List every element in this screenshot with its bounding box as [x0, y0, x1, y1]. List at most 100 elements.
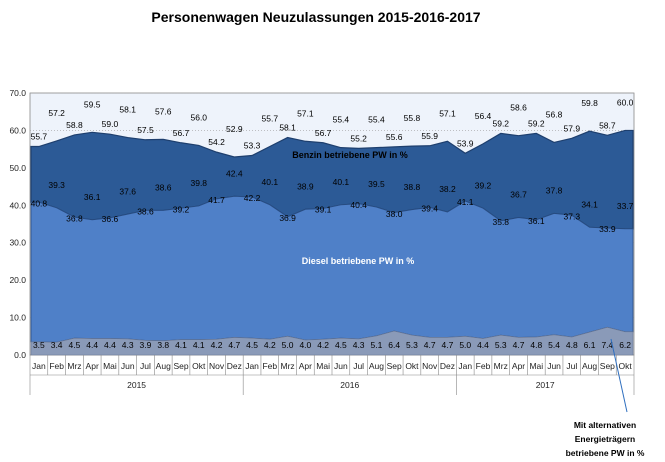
- y-tick-label: 10.0: [9, 313, 26, 323]
- x-tick-label: Feb: [476, 361, 491, 371]
- y-tick-label: 0.0: [14, 350, 26, 360]
- data-labels: 55.757.258.859.559.058.157.557.656.756.0…: [31, 97, 634, 350]
- data-label-diesel: 38.9: [297, 181, 314, 191]
- data-label-alternativ: 4.2: [264, 340, 276, 350]
- data-label-alternativ: 4.4: [86, 340, 98, 350]
- data-label-diesel: 36.6: [102, 214, 119, 224]
- x-tick-label: Jun: [334, 361, 348, 371]
- data-label-diesel: 33.9: [599, 224, 616, 234]
- data-label-benzin: 55.2: [350, 133, 367, 143]
- x-tick-label: Jul: [566, 361, 577, 371]
- data-label-benzin: 55.4: [333, 115, 350, 125]
- data-label-diesel: 39.1: [315, 205, 332, 215]
- data-label-alternativ: 4.7: [442, 340, 454, 350]
- data-label-benzin: 57.6: [155, 106, 172, 116]
- x-tick-label: Okt: [619, 361, 633, 371]
- data-label-benzin: 53.3: [244, 141, 261, 151]
- data-label-alternativ: 4.5: [335, 340, 347, 350]
- data-label-benzin: 56.8: [546, 109, 563, 119]
- data-label-alternativ: 3.9: [140, 340, 152, 350]
- data-label-benzin: 55.6: [386, 132, 403, 142]
- data-label-diesel: 37.3: [564, 211, 581, 221]
- x-tick-label: Nov: [209, 361, 225, 371]
- data-label-alternativ: 4.2: [317, 340, 329, 350]
- x-tick-label: Jul: [353, 361, 364, 371]
- y-tick-label: 70.0: [9, 88, 26, 98]
- x-tick-label: Jun: [121, 361, 135, 371]
- x-tick-label: Sep: [600, 361, 615, 371]
- data-label-diesel: 38.2: [439, 184, 456, 194]
- x-tick-label: Aug: [369, 361, 384, 371]
- data-label-diesel: 37.8: [546, 186, 563, 196]
- data-label-alternativ: 3.4: [51, 340, 63, 350]
- data-label-benzin: 57.9: [564, 123, 581, 133]
- data-label-diesel: 38.8: [404, 182, 421, 192]
- data-label-benzin: 59.8: [581, 98, 598, 108]
- data-label-diesel: 39.3: [48, 180, 65, 190]
- data-label-alternativ: 3.8: [157, 340, 169, 350]
- x-tick-label: Jan: [245, 361, 259, 371]
- data-label-benzin: 55.7: [262, 114, 279, 124]
- x-tick-label: Mai: [316, 361, 330, 371]
- data-label-diesel: 40.4: [350, 200, 367, 210]
- data-label-diesel: 33.7: [617, 201, 634, 211]
- data-label-benzin: 59.0: [102, 119, 119, 129]
- x-tick-label: Jan: [458, 361, 472, 371]
- data-label-diesel: 39.4: [421, 204, 438, 214]
- year-label: 2017: [536, 380, 555, 390]
- data-label-benzin: 57.2: [48, 108, 65, 118]
- x-tick-label: Okt: [192, 361, 206, 371]
- data-label-benzin: 57.1: [297, 108, 314, 118]
- data-label-alternativ: 4.4: [104, 340, 116, 350]
- data-label-benzin: 54.2: [208, 137, 225, 147]
- data-label-benzin: 58.7: [599, 120, 616, 130]
- data-label-alternativ: 5.0: [282, 340, 294, 350]
- data-label-diesel: 39.8: [190, 178, 207, 188]
- data-label-alternativ: 4.1: [193, 340, 205, 350]
- data-label-diesel: 42.4: [226, 168, 243, 178]
- x-tick-label: Jan: [32, 361, 46, 371]
- series-label-benzin: Benzin betriebene PW in %: [292, 150, 408, 160]
- data-label-alternativ: 5.1: [370, 340, 382, 350]
- annotation-alt-line2: Energieträgern: [575, 434, 635, 444]
- year-label: 2015: [127, 380, 146, 390]
- data-label-alternativ: 4.4: [477, 340, 489, 350]
- data-label-diesel: 36.8: [66, 213, 83, 223]
- year-label: 2016: [340, 380, 359, 390]
- data-label-diesel: 39.2: [173, 204, 190, 214]
- data-label-diesel: 35.8: [492, 217, 509, 227]
- data-label-alternativ: 6.4: [388, 340, 400, 350]
- annotation-leader-line: [610, 338, 628, 413]
- x-tick-label: Sep: [387, 361, 402, 371]
- y-tick-label: 30.0: [9, 238, 26, 248]
- data-label-diesel: 42.2: [244, 193, 261, 203]
- x-tick-label: Jun: [547, 361, 561, 371]
- data-label-benzin: 52.9: [226, 124, 243, 134]
- data-label-alternativ: 5.4: [548, 340, 560, 350]
- data-label-benzin: 58.1: [119, 105, 136, 115]
- x-tick-label: Mrz: [494, 361, 508, 371]
- data-label-benzin: 58.1: [279, 123, 296, 133]
- data-label-alternativ: 4.0: [299, 340, 311, 350]
- data-label-benzin: 53.9: [457, 138, 474, 148]
- x-tick-label: Dez: [227, 361, 242, 371]
- data-label-benzin: 57.1: [439, 108, 456, 118]
- data-label-benzin: 55.9: [421, 131, 438, 141]
- y-axis: 0.0 10.0 20.0 30.0 40.0 50.0 60.0 70.0: [9, 88, 26, 360]
- data-label-diesel: 40.8: [31, 198, 48, 208]
- x-tick-label: Aug: [582, 361, 597, 371]
- data-label-alternativ: 4.3: [353, 340, 365, 350]
- data-label-benzin: 56.7: [315, 128, 332, 138]
- data-label-diesel: 36.1: [528, 216, 545, 226]
- data-label-alternativ: 4.1: [175, 340, 187, 350]
- data-label-alternativ: 6.1: [584, 340, 596, 350]
- data-label-benzin: 56.4: [475, 111, 492, 121]
- data-label-benzin: 58.8: [66, 120, 83, 130]
- data-label-benzin: 58.6: [510, 103, 527, 113]
- data-label-diesel: 36.9: [279, 213, 296, 223]
- x-tick-label: Mrz: [67, 361, 81, 371]
- data-label-diesel: 38.0: [386, 209, 403, 219]
- annotation-alt-line3: betriebene PW in %: [566, 448, 645, 458]
- data-label-diesel: 38.6: [137, 207, 154, 217]
